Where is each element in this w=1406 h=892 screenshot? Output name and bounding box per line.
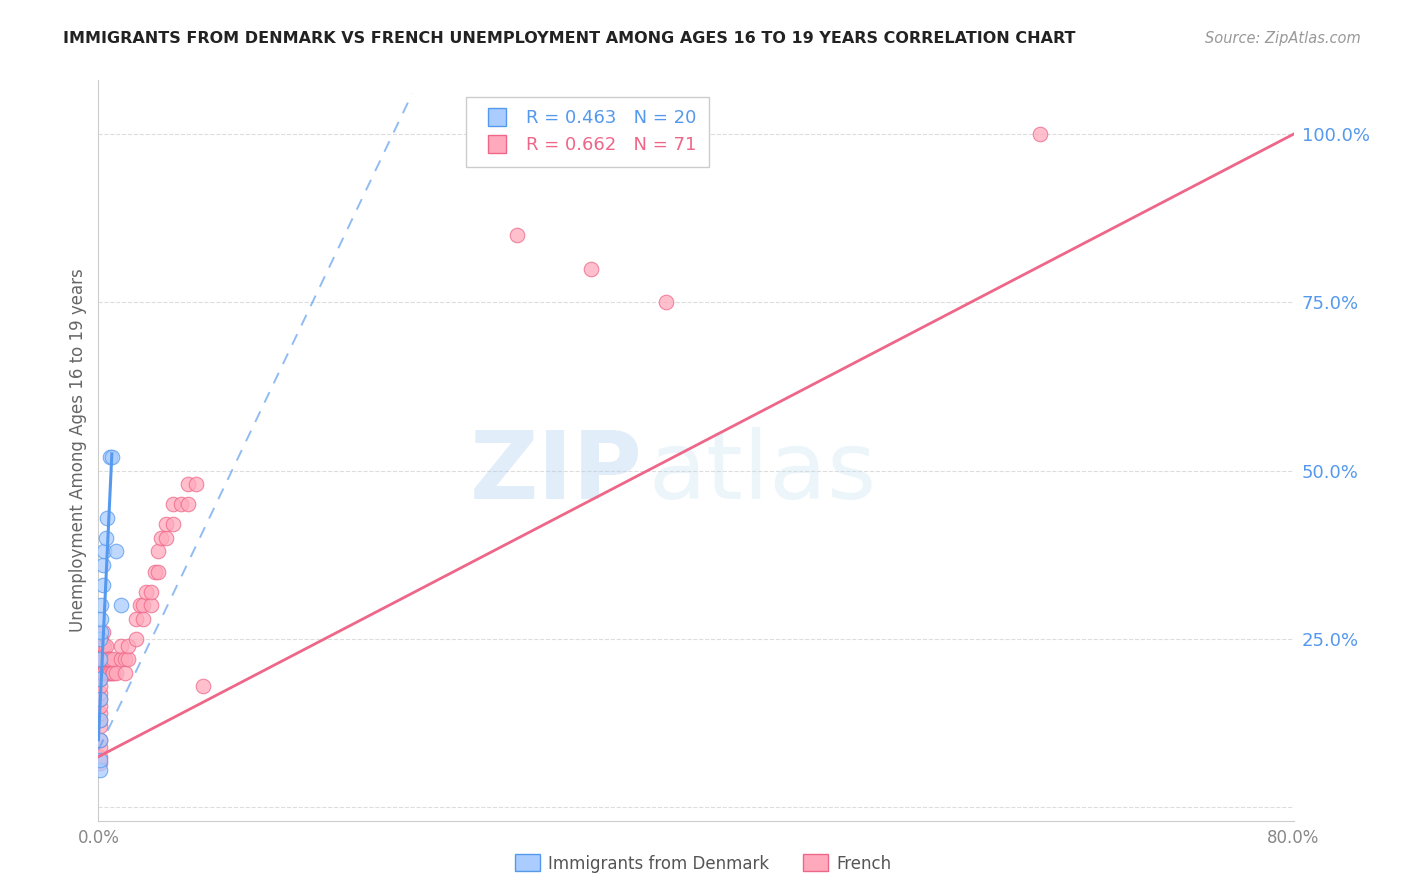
- Point: [89, 665, 111, 680]
- Legend: R = 0.463   N = 20, R = 0.662   N = 71: R = 0.463 N = 20, R = 0.662 N = 71: [465, 96, 709, 167]
- Point: [155, 531, 177, 545]
- Point: [89, 658, 111, 673]
- Point: [89, 706, 111, 720]
- Point: [103, 665, 125, 680]
- Point: [177, 497, 200, 511]
- Point: [506, 228, 529, 243]
- Point: [184, 477, 207, 491]
- Legend: Immigrants from Denmark, French: Immigrants from Denmark, French: [508, 847, 898, 880]
- Point: [103, 652, 125, 666]
- Point: [110, 599, 132, 613]
- Point: [93, 544, 115, 558]
- Point: [132, 599, 155, 613]
- Point: [89, 719, 111, 733]
- Point: [91, 665, 114, 680]
- Point: [90, 612, 112, 626]
- Point: [191, 679, 214, 693]
- Point: [90, 652, 112, 666]
- Point: [114, 665, 136, 680]
- Point: [89, 756, 111, 771]
- Point: [90, 639, 112, 653]
- Point: [91, 639, 114, 653]
- Point: [139, 599, 162, 613]
- Point: [1028, 127, 1050, 141]
- Point: [93, 665, 115, 680]
- Point: [114, 652, 136, 666]
- Point: [96, 665, 118, 680]
- Point: [162, 517, 184, 532]
- Y-axis label: Unemployment Among Ages 16 to 19 years: Unemployment Among Ages 16 to 19 years: [69, 268, 87, 632]
- Point: [89, 679, 111, 693]
- Point: [148, 544, 170, 558]
- Point: [162, 497, 184, 511]
- Point: [96, 652, 118, 666]
- Point: [89, 699, 111, 714]
- Text: IMMIGRANTS FROM DENMARK VS FRENCH UNEMPLOYMENT AMONG AGES 16 TO 19 YEARS CORRELA: IMMIGRANTS FROM DENMARK VS FRENCH UNEMPL…: [63, 31, 1076, 46]
- Point: [177, 477, 200, 491]
- Point: [139, 584, 162, 599]
- Point: [110, 652, 132, 666]
- Text: ZIP: ZIP: [470, 426, 643, 518]
- Point: [90, 625, 112, 640]
- Point: [89, 713, 111, 727]
- Point: [89, 732, 111, 747]
- Point: [94, 665, 117, 680]
- Point: [105, 665, 128, 680]
- Point: [110, 639, 132, 653]
- Point: [89, 652, 111, 666]
- Point: [169, 497, 191, 511]
- Text: Source: ZipAtlas.com: Source: ZipAtlas.com: [1205, 31, 1361, 46]
- Point: [94, 652, 117, 666]
- Point: [117, 652, 139, 666]
- Point: [155, 517, 177, 532]
- Point: [89, 686, 111, 700]
- Point: [105, 544, 128, 558]
- Point: [89, 692, 111, 706]
- Text: atlas: atlas: [648, 426, 876, 518]
- Point: [135, 584, 157, 599]
- Point: [143, 565, 166, 579]
- Point: [125, 632, 148, 646]
- Point: [89, 645, 111, 659]
- Point: [91, 558, 114, 572]
- Point: [89, 652, 111, 666]
- Point: [89, 673, 111, 687]
- Point: [101, 665, 124, 680]
- Point: [89, 692, 111, 706]
- Point: [96, 510, 118, 524]
- Point: [132, 612, 155, 626]
- Point: [89, 739, 111, 754]
- Point: [129, 599, 152, 613]
- Point: [97, 652, 120, 666]
- Point: [93, 639, 115, 653]
- Point: [90, 632, 112, 646]
- Point: [89, 732, 111, 747]
- Point: [89, 763, 111, 777]
- Point: [125, 612, 148, 626]
- Point: [91, 625, 114, 640]
- Point: [93, 652, 115, 666]
- Point: [89, 713, 111, 727]
- Point: [89, 749, 111, 764]
- Point: [150, 531, 173, 545]
- Point: [89, 632, 111, 646]
- Point: [117, 639, 139, 653]
- Point: [89, 673, 111, 687]
- Point: [90, 599, 112, 613]
- Point: [581, 261, 603, 276]
- Point: [91, 578, 114, 592]
- Point: [90, 665, 112, 680]
- Point: [655, 295, 678, 310]
- Point: [101, 450, 124, 465]
- Point: [98, 652, 122, 666]
- Point: [148, 565, 170, 579]
- Point: [98, 665, 122, 680]
- Point: [97, 665, 120, 680]
- Point: [94, 639, 117, 653]
- Point: [98, 450, 122, 465]
- Point: [91, 652, 114, 666]
- Point: [94, 531, 117, 545]
- Point: [89, 753, 111, 767]
